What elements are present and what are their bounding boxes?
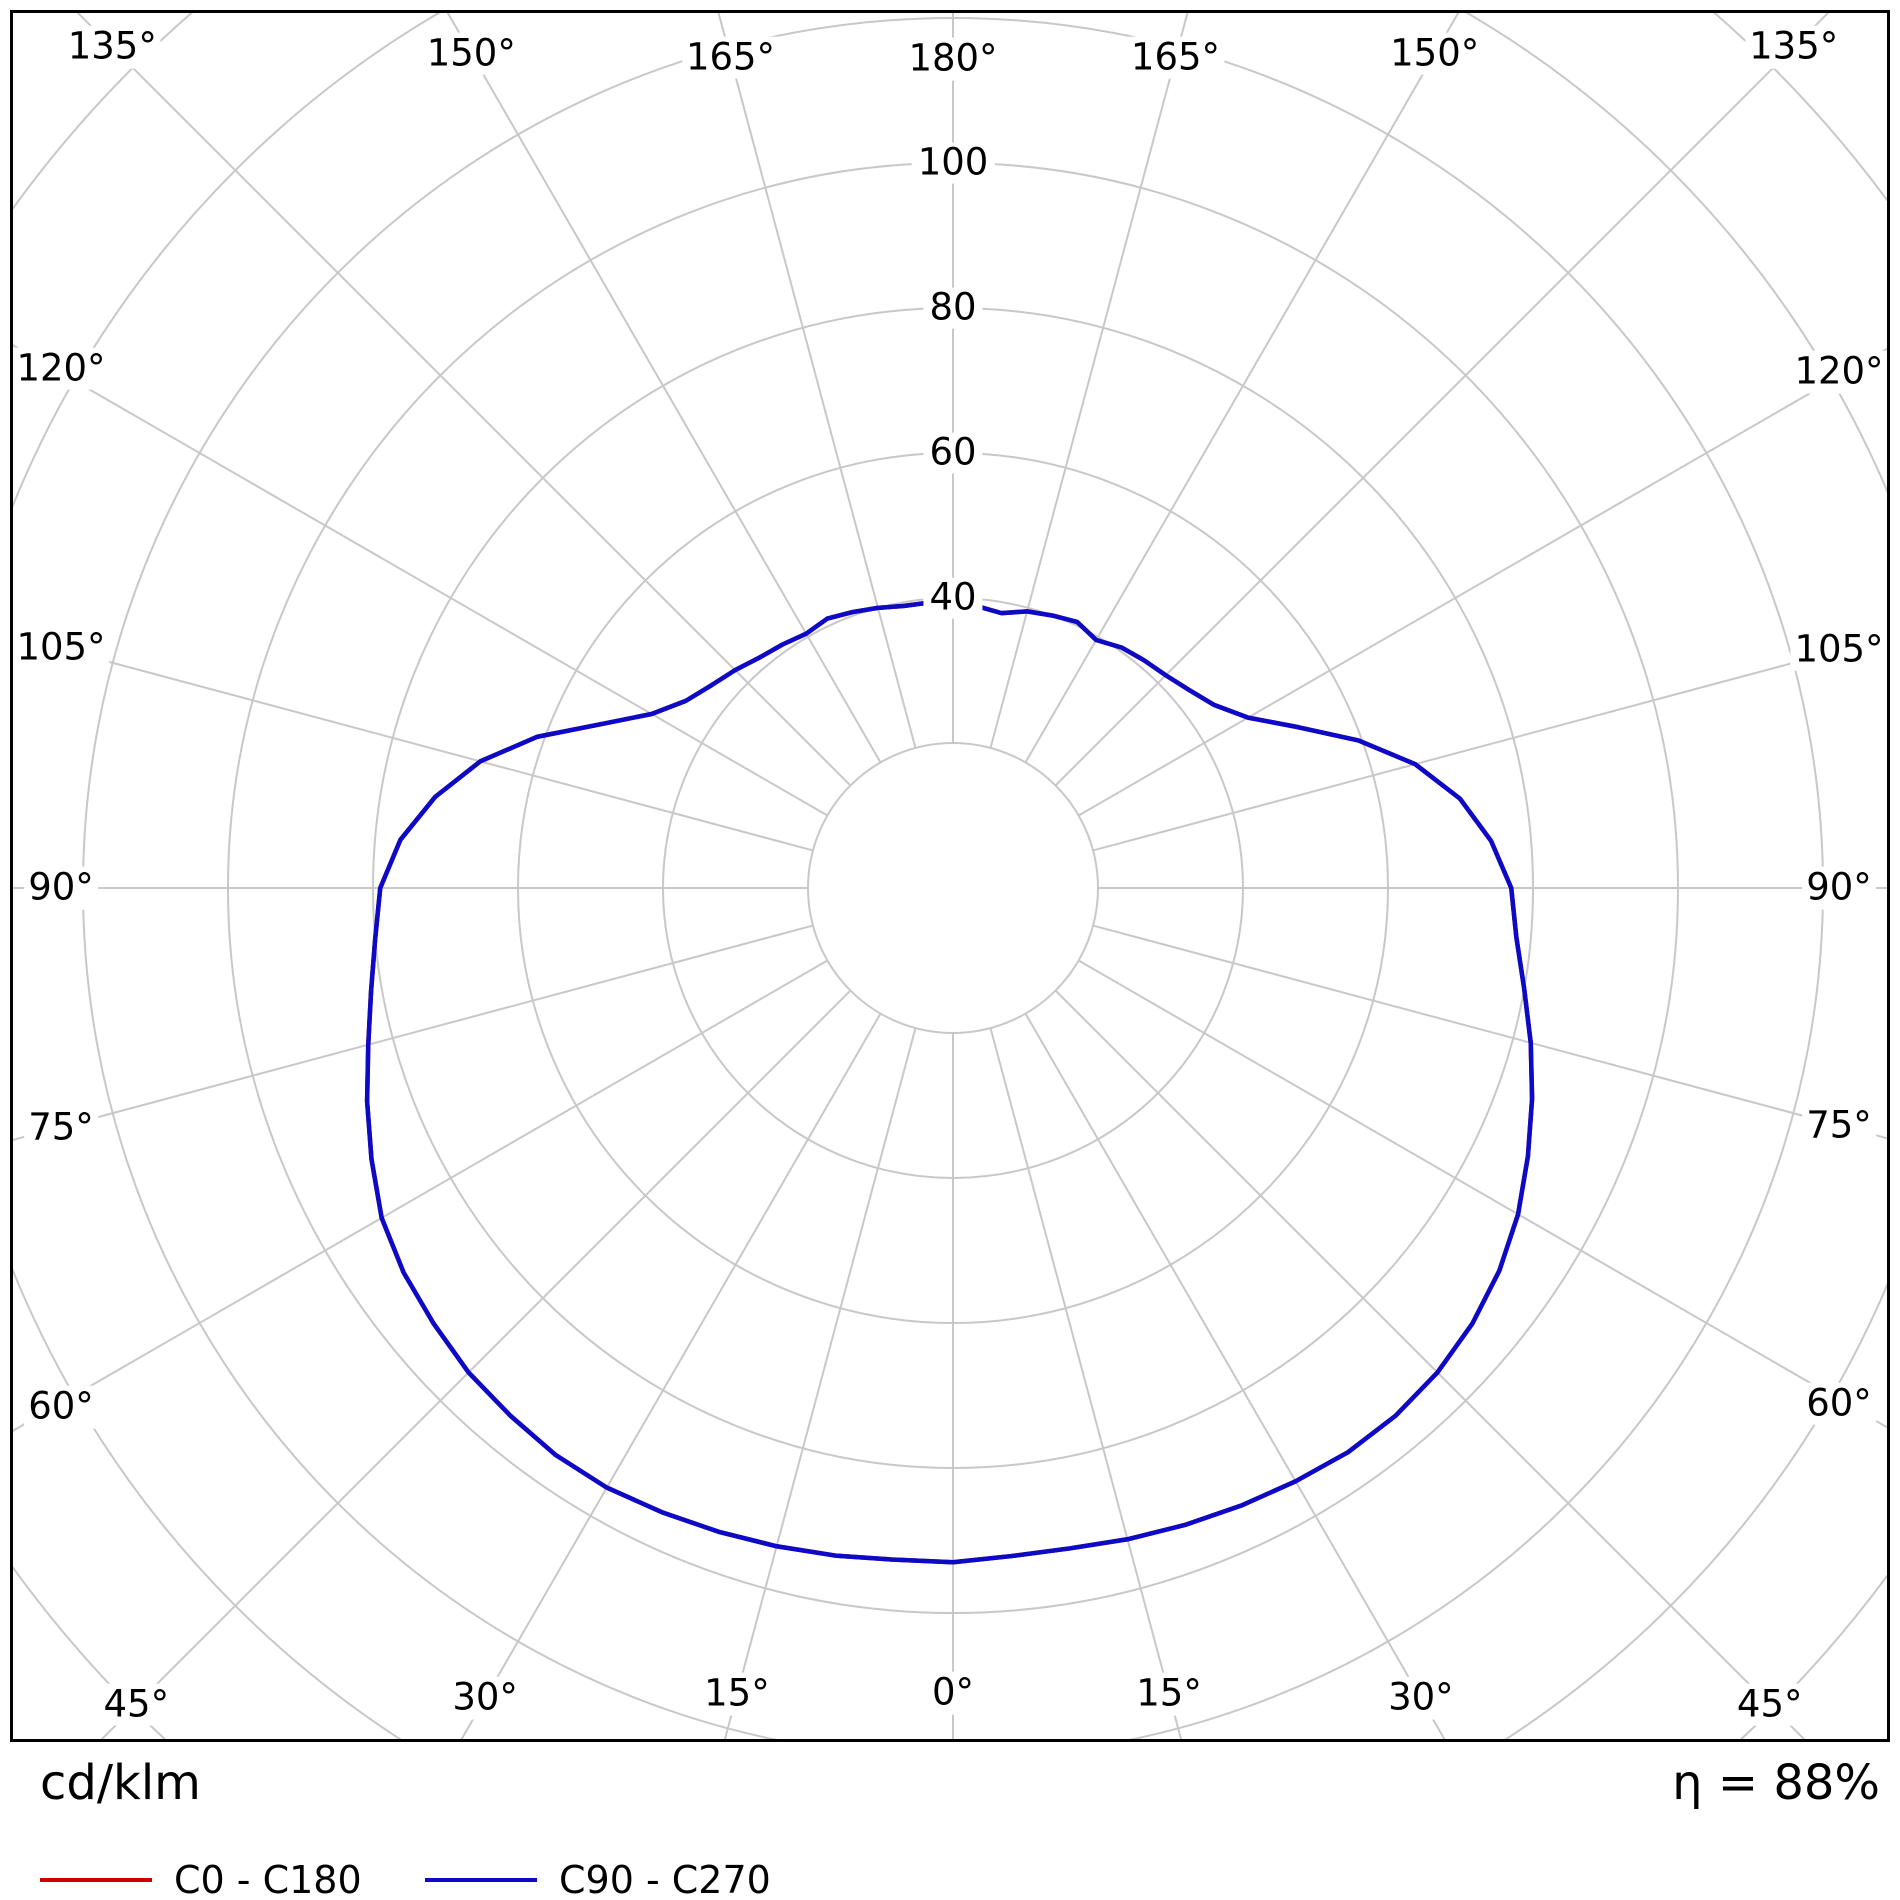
angle-label: 150° (422, 32, 520, 75)
grid-ray (1024, 1013, 1446, 1739)
grid-ray (13, 959, 828, 1432)
grid-ring (13, 13, 1887, 1739)
angle-label: 120° (1790, 350, 1887, 394)
grid-ray (446, 13, 882, 763)
radial-tick-label: 60 (923, 432, 983, 474)
efficiency-label: η = 88% (1672, 1755, 1880, 1811)
polar-grid-canvas (13, 13, 1887, 1739)
grid-ray (1078, 347, 1887, 817)
curve-C90-C270 (364, 599, 1535, 1565)
grid-ray (13, 344, 828, 817)
angle-label: 45° (99, 1683, 174, 1727)
grid-ray (1078, 959, 1887, 1429)
angle-label: 135° (1745, 25, 1843, 69)
angle-label: 60° (24, 1385, 98, 1429)
grid-ray (13, 924, 814, 1141)
angle-label: 45° (1732, 1683, 1807, 1727)
angle-label: 60° (1802, 1382, 1876, 1426)
angle-label: 30° (448, 1677, 522, 1720)
grid-ray (100, 989, 852, 1739)
grid-ray (13, 635, 814, 852)
radial-tick-label: 40 (923, 577, 983, 619)
grid-ring (13, 13, 1887, 1739)
grid-ring (13, 13, 1887, 1739)
angle-label: 165° (1126, 36, 1225, 79)
unit-label: cd/klm (40, 1755, 201, 1811)
angle-label: 150° (1386, 32, 1484, 75)
grid-ray (1092, 636, 1887, 852)
angle-label: 90° (1802, 866, 1876, 910)
grid-ray (989, 13, 1189, 749)
legend-item-c0: C0 - C180 (40, 1850, 362, 1900)
grid-ray (1092, 924, 1887, 1140)
angle-label: 30° (1384, 1677, 1458, 1720)
angle-label: 90° (24, 866, 98, 910)
angle-label: 105° (13, 626, 110, 670)
angle-label: 120° (13, 347, 110, 391)
legend-label-c90: C90 - C270 (559, 1858, 771, 1900)
legend-line-blue-icon (425, 1878, 537, 1882)
grid-ray (1054, 13, 1830, 787)
grid-ray (717, 13, 917, 749)
grid-ray (1024, 13, 1460, 763)
legend-label-c0: C0 - C180 (174, 1858, 362, 1900)
legend-line-red-icon (40, 1878, 152, 1882)
grid-ray (1054, 989, 1806, 1739)
grid-ray (460, 1013, 882, 1739)
radial-tick-label: 80 (923, 287, 983, 329)
grid-ring (807, 742, 1099, 1034)
angle-label: 105° (1790, 628, 1887, 672)
footer: cd/klm η = 88% (10, 1755, 1890, 1825)
legend-item-c90: C90 - C270 (425, 1850, 771, 1900)
radial-tick-label: 100 (911, 142, 995, 184)
angle-label: 165° (681, 36, 780, 79)
angle-label: 15° (700, 1673, 774, 1716)
angle-label: 75° (1802, 1104, 1876, 1148)
grid-ray (723, 1027, 917, 1739)
grid-ray (989, 1027, 1183, 1739)
legend: C0 - C180 C90 - C270 (10, 1850, 1890, 1900)
angle-label: 135° (63, 25, 161, 69)
angle-label: 180° (904, 37, 1002, 81)
polar-chart: 40 60 80 100 0° 15° 15° 30° 30° 45° 45° 60° 60° 75° 75… (10, 10, 1890, 1742)
angle-label: 75° (24, 1106, 98, 1150)
angle-label: 0° (927, 1671, 979, 1715)
angle-label: 15° (1132, 1673, 1206, 1716)
grid-ray (76, 13, 852, 787)
